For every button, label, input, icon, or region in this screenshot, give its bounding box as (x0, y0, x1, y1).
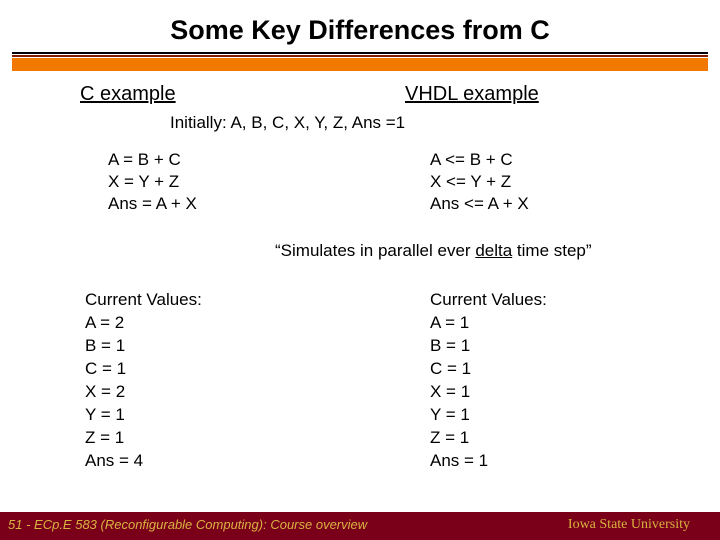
c-code-block: A = B + C X = Y + Z Ans = A + X (108, 149, 197, 215)
footer-course-name: ECp.E 583 (Reconfigurable Computing): Co… (34, 517, 367, 532)
footer-course-info: 51 - ECp.E 583 (Reconfigurable Computing… (8, 517, 367, 532)
footer-university: Iowa State University (568, 517, 690, 533)
title-divider (12, 52, 708, 71)
vhdl-code-block: A <= B + C X <= Y + Z Ans <= A + X (430, 149, 529, 215)
slide-title: Some Key Differences from C (0, 0, 720, 52)
simulation-note: “Simulates in parallel ever delta time s… (275, 241, 592, 261)
vhdl-example-header: VHDL example (405, 83, 539, 106)
sim-note-suffix: time step” (512, 241, 591, 260)
initial-conditions: Initially: A, B, C, X, Y, Z, Ans =1 (170, 113, 405, 133)
footer-page-number: 51 (8, 517, 22, 532)
sim-note-delta: delta (475, 241, 512, 260)
c-example-header: C example (80, 83, 176, 106)
vhdl-current-values: Current Values: A = 1 B = 1 C = 1 X = 1 … (430, 289, 547, 473)
slide-footer: 51 - ECp.E 583 (Reconfigurable Computing… (0, 512, 720, 540)
sim-note-prefix: “Simulates in parallel ever (275, 241, 475, 260)
c-current-values: Current Values: A = 2 B = 1 C = 1 X = 2 … (85, 289, 202, 473)
